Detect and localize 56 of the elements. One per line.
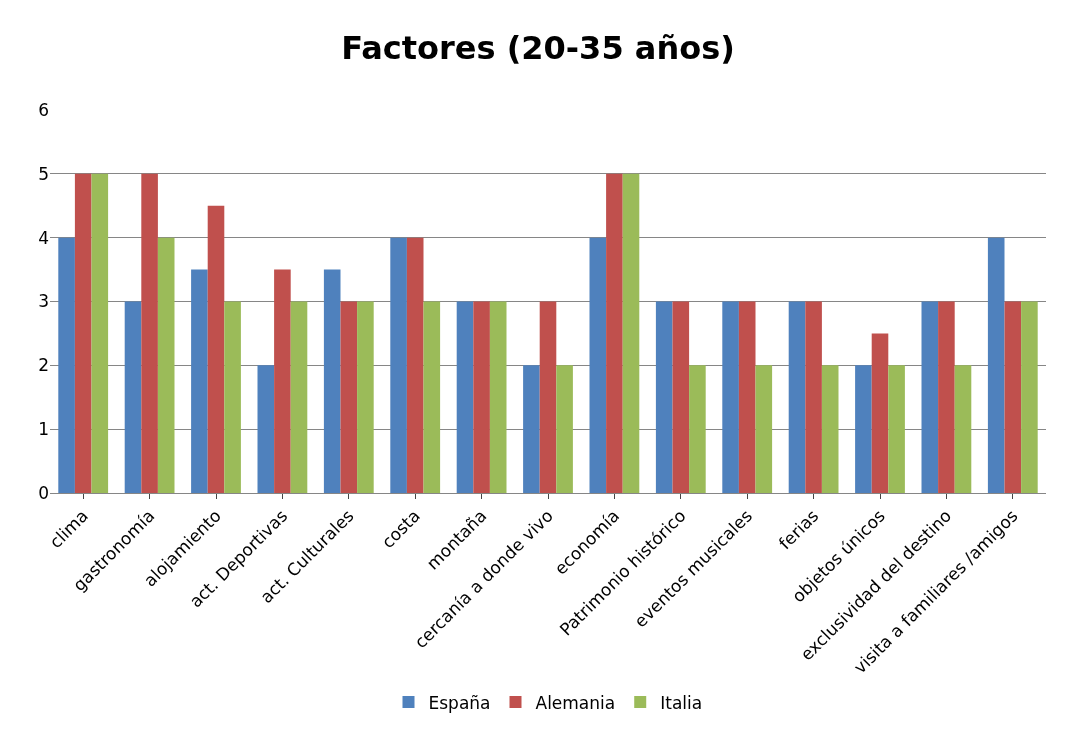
bar — [224, 301, 241, 493]
y-tick-label: 4 — [38, 227, 49, 248]
y-tick-label: 6 — [38, 99, 49, 120]
bar — [207, 205, 225, 493]
bar — [257, 365, 275, 493]
bar — [390, 237, 407, 493]
bar — [456, 301, 474, 493]
bar — [274, 269, 291, 493]
bar — [821, 365, 839, 493]
y-tick-label: 2 — [38, 355, 49, 376]
bar — [788, 301, 806, 493]
bar — [722, 301, 739, 493]
bar — [556, 365, 573, 493]
bar — [938, 301, 955, 493]
y-tick-label: 1 — [38, 419, 49, 440]
bar — [323, 269, 341, 493]
bar — [290, 301, 308, 493]
bar — [805, 301, 822, 493]
bar — [871, 333, 889, 493]
bar — [124, 301, 142, 493]
bar — [855, 365, 872, 493]
bar — [406, 237, 424, 493]
bar — [888, 365, 905, 493]
bar — [157, 237, 175, 493]
bar — [423, 301, 441, 493]
bar — [987, 237, 1005, 493]
legend-label: España — [428, 692, 491, 713]
bar — [622, 173, 640, 493]
bar — [672, 301, 690, 493]
bar — [191, 269, 208, 493]
bar — [91, 173, 109, 493]
bar — [340, 301, 358, 493]
bar — [489, 301, 507, 493]
y-tick-label: 5 — [38, 163, 49, 184]
bar — [921, 301, 939, 493]
bar — [58, 237, 75, 493]
bar — [523, 365, 540, 493]
bar — [539, 301, 557, 493]
bar — [755, 365, 773, 493]
y-tick-label: 0 — [38, 482, 49, 503]
bar — [689, 365, 706, 493]
y-tick-label: 3 — [38, 291, 49, 312]
bar — [655, 301, 673, 493]
bar — [954, 365, 972, 493]
bar — [357, 301, 374, 493]
bar — [738, 301, 756, 493]
bar — [74, 173, 92, 493]
legend-label: Italia — [660, 692, 703, 713]
bar — [141, 173, 158, 493]
bar — [606, 173, 623, 493]
bar — [1021, 301, 1038, 493]
bar — [473, 301, 490, 493]
bar — [1004, 301, 1022, 493]
bar — [589, 237, 607, 493]
legend-label: Alemania — [535, 692, 616, 713]
chart-title: Factores (20-35 años) — [341, 29, 735, 68]
